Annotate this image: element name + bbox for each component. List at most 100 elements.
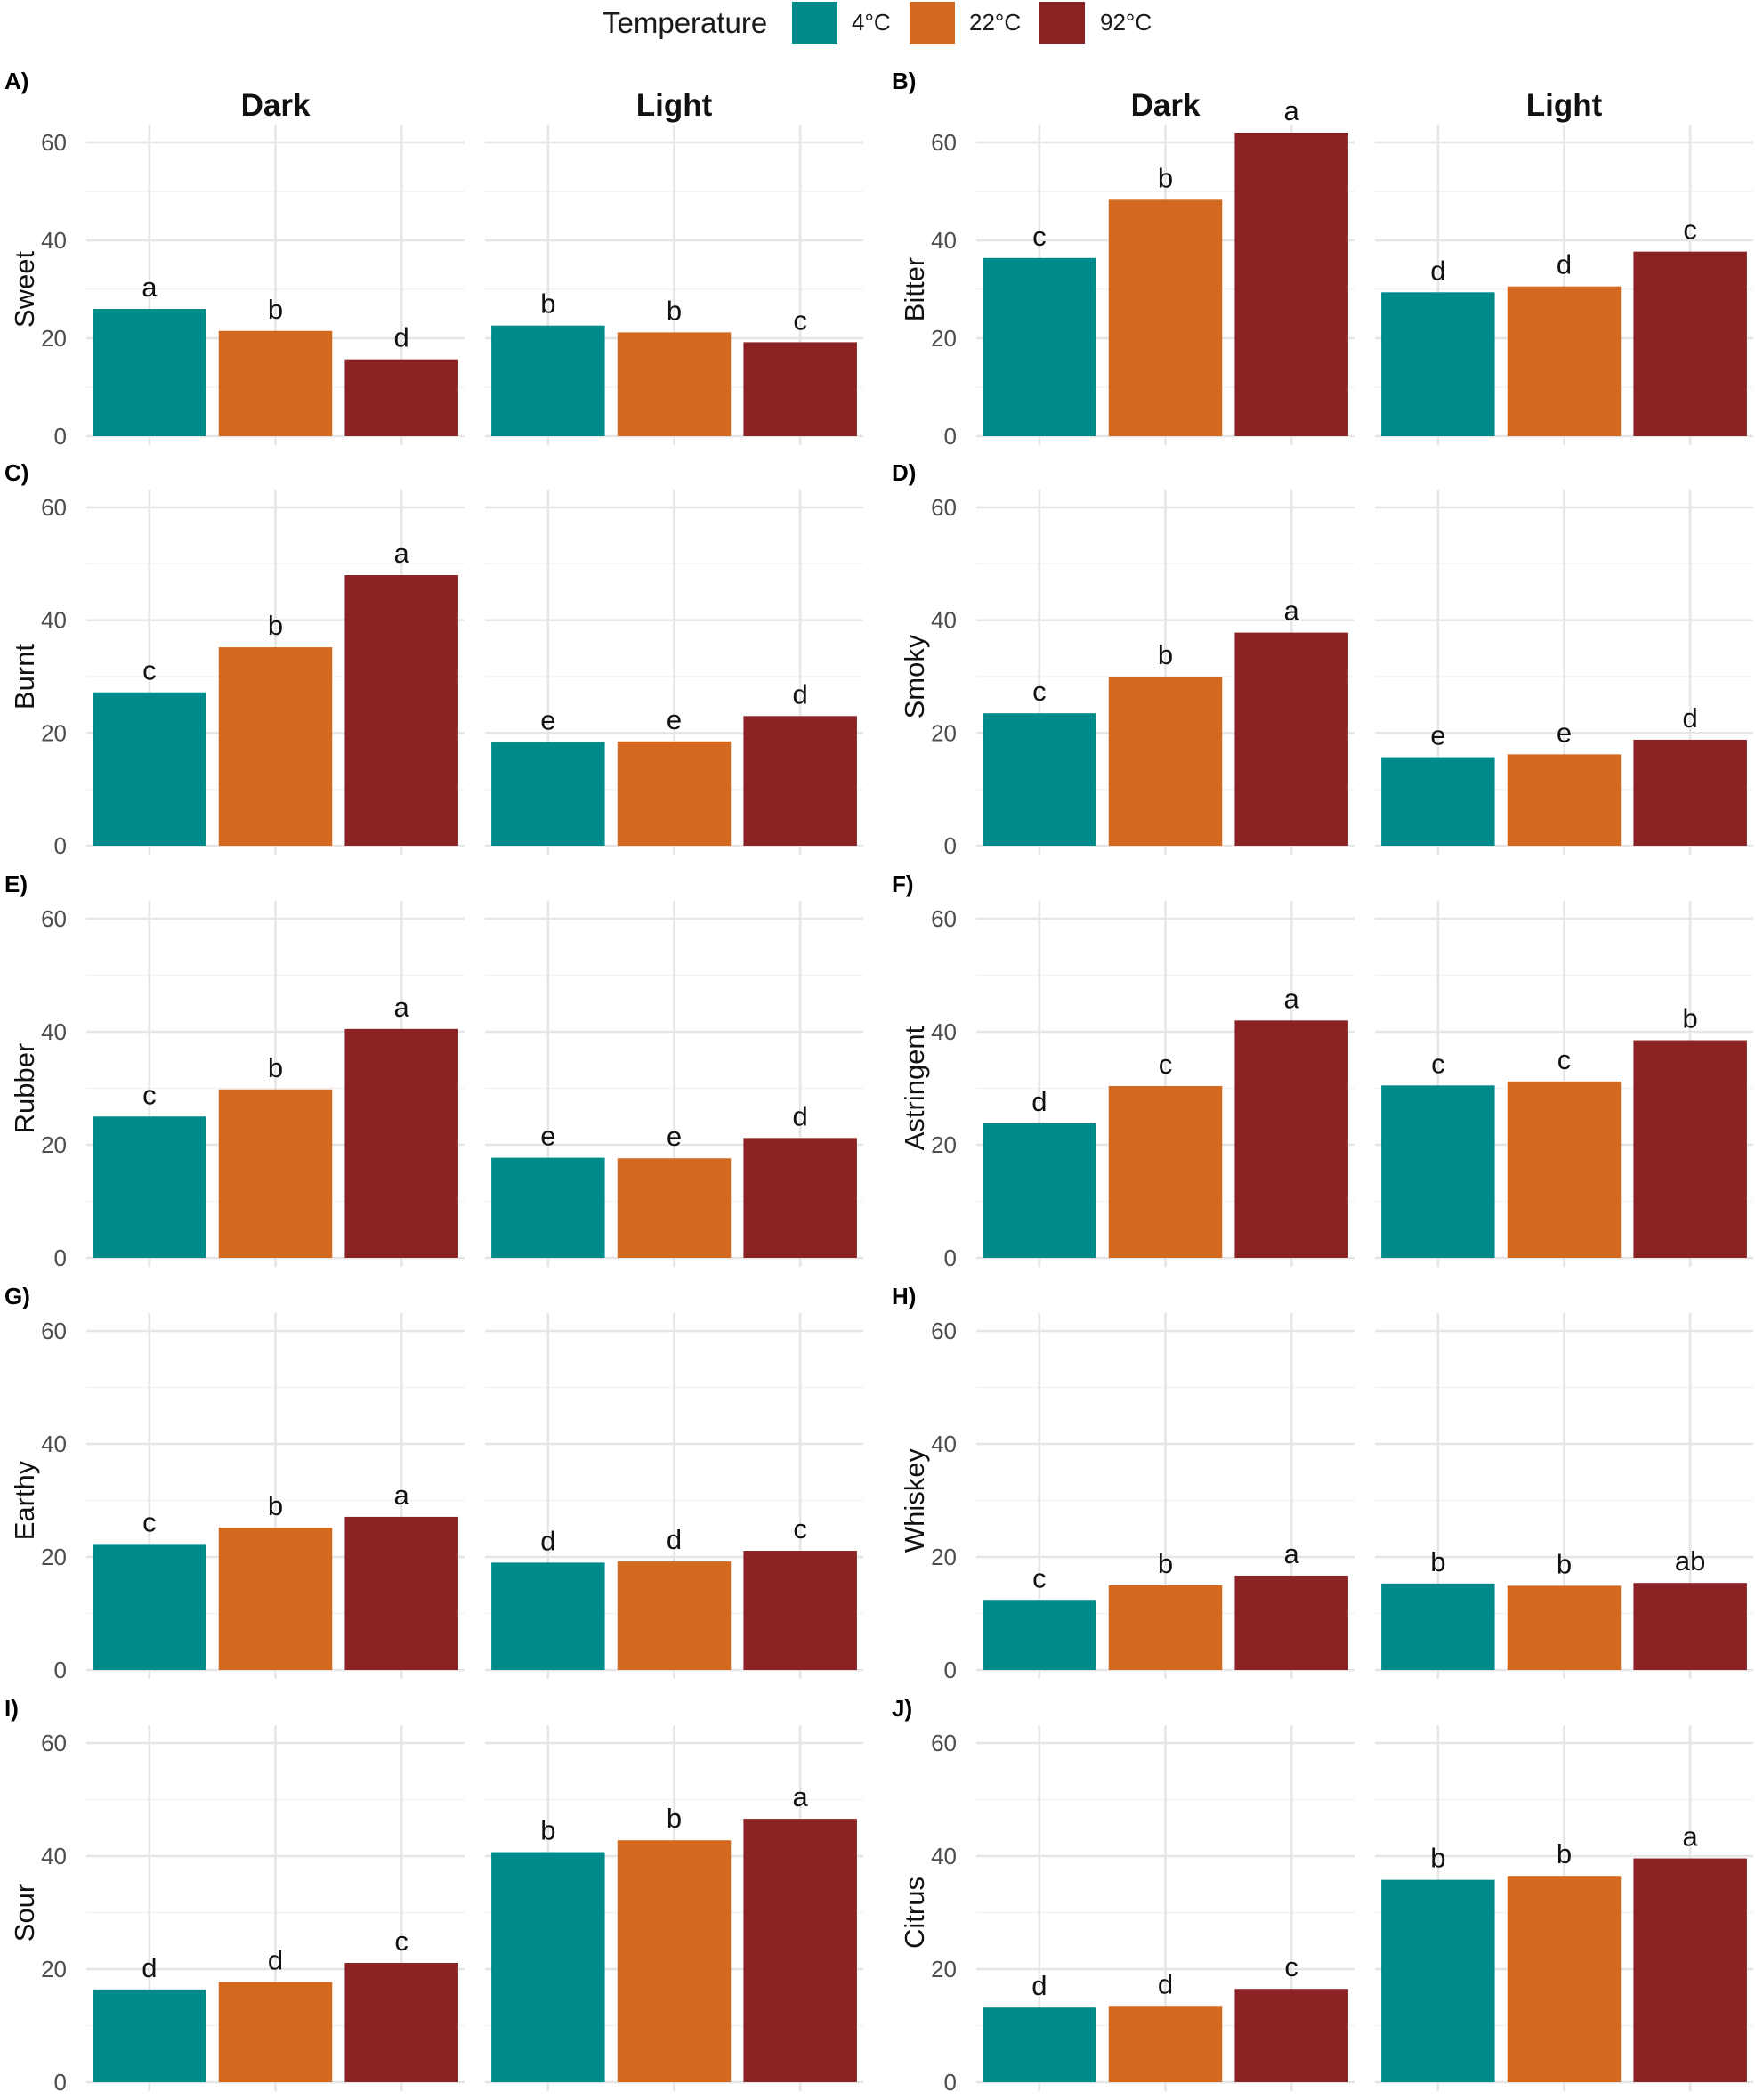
bar — [218, 330, 333, 436]
y-tick-label: 60 — [41, 494, 67, 521]
significance-letter: e — [667, 1121, 682, 1152]
y-tick-label: 20 — [41, 719, 67, 746]
bar — [1234, 632, 1348, 846]
significance-letter: a — [394, 1480, 410, 1511]
bar — [218, 647, 333, 846]
significance-letter: c — [1683, 215, 1697, 246]
panel-label: F) — [892, 871, 914, 897]
significance-letter: b — [268, 1052, 283, 1083]
significance-letter: d — [394, 322, 409, 353]
bar — [1108, 2006, 1223, 2082]
y-tick-label: 0 — [54, 1245, 67, 1271]
bar — [1234, 1575, 1348, 1670]
y-axis-label: Rubber — [9, 1043, 40, 1134]
significance-letter: d — [268, 1945, 283, 1976]
bar — [1633, 1040, 1747, 1258]
bar — [743, 1138, 857, 1258]
significance-letter: d — [1158, 1968, 1173, 1999]
panel-label: I) — [4, 1695, 19, 1722]
significance-letter: b — [540, 288, 555, 320]
significance-letter: a — [142, 272, 158, 303]
facet-light: Light b b c — [485, 88, 863, 445]
significance-letter: b — [667, 1803, 682, 1834]
y-tick-label: 0 — [54, 832, 67, 859]
panel-label: C) — [4, 459, 28, 486]
y-tick-label: 60 — [41, 1318, 67, 1344]
panel-label: A) — [4, 68, 28, 94]
bar — [743, 716, 857, 846]
panel-citrus: J) Citrus 0 20 40 60 d d c b b a — [892, 1695, 1753, 2096]
bar — [1633, 1858, 1747, 2082]
significance-letter: a — [793, 1781, 809, 1812]
legend-swatch-92c — [1039, 2, 1085, 44]
bar — [1381, 292, 1495, 436]
legend-swatch-22c — [910, 2, 955, 44]
panel-label: E) — [4, 871, 28, 897]
significance-letter: b — [667, 295, 682, 326]
significance-letter: b — [1158, 162, 1173, 193]
significance-letter: c — [1032, 676, 1047, 707]
significance-letter: ab — [1675, 1545, 1705, 1577]
y-tick-label: 40 — [931, 1431, 957, 1457]
y-axis-label: Sour — [9, 1884, 40, 1942]
facet-light: Light d d c — [1375, 88, 1753, 445]
bar — [743, 342, 857, 436]
bar — [491, 1852, 605, 2082]
y-tick-label: 60 — [931, 129, 957, 156]
significance-letter: c — [142, 1506, 157, 1537]
y-axis-label: Sweet — [9, 251, 40, 328]
significance-letter: c — [1284, 1951, 1298, 1982]
bar — [344, 1028, 458, 1258]
facet-strip-label: Light — [636, 88, 713, 123]
panel-smoky: D) Smoky 0 20 40 60 c b a e e d — [892, 459, 1753, 859]
y-tick-label: 20 — [931, 1956, 957, 1982]
significance-letter: c — [1159, 1049, 1173, 1080]
y-tick-label: 0 — [944, 1245, 957, 1271]
significance-letter: c — [1557, 1044, 1572, 1075]
bar — [93, 1116, 206, 1258]
significance-letter: a — [1284, 1538, 1300, 1569]
bar — [1234, 1020, 1348, 1258]
bar — [218, 1982, 333, 2082]
panel-label: H) — [892, 1283, 916, 1309]
y-axis-label: Whiskey — [899, 1447, 930, 1553]
bar — [344, 1516, 458, 1670]
y-tick-label: 20 — [41, 325, 67, 352]
y-tick-label: 20 — [931, 719, 957, 746]
legend-label-4c: 4°C — [852, 9, 891, 36]
significance-letter: a — [1284, 95, 1300, 126]
y-tick-label: 60 — [41, 1730, 67, 1756]
significance-letter: c — [793, 1513, 807, 1545]
facet-light: b ba — [1375, 1725, 1753, 2091]
panel-burnt: C) Burnt 0 20 40 60 c b a e e d — [4, 459, 863, 859]
panel-sour: I) Sour 0 20 40 60 d d c b b a — [4, 1695, 863, 2096]
y-axis-label: Burnt — [9, 644, 40, 709]
y-tick-label: 60 — [931, 1730, 957, 1756]
y-tick-label: 0 — [944, 1657, 957, 1683]
facet-dark: d dc — [86, 1725, 465, 2091]
facet-light: b ba — [485, 1725, 863, 2091]
facet-dark: d dc — [976, 1725, 1355, 2091]
bar — [93, 692, 206, 846]
y-tick-label: 40 — [931, 1018, 957, 1045]
significance-letter: d — [1683, 702, 1698, 734]
facet-light: b b ab — [1375, 1313, 1753, 1679]
y-axis-label: Astringent — [899, 1026, 930, 1150]
panel-astringent: F) Astringent 0 20 40 60 d c a c c b — [892, 871, 1753, 1271]
bar — [1633, 1583, 1747, 1670]
bar — [983, 713, 1096, 846]
y-tick-label: 60 — [931, 494, 957, 521]
y-tick-label: 20 — [931, 325, 957, 352]
y-tick-label: 20 — [931, 1544, 957, 1570]
significance-letter: d — [142, 1952, 157, 1983]
bar — [743, 1819, 857, 2082]
facet-dark: d c a — [976, 901, 1355, 1267]
y-tick-label: 0 — [54, 2069, 67, 2096]
facet-dark: cba — [86, 490, 465, 855]
y-tick-label: 40 — [41, 607, 67, 634]
bar — [491, 1157, 605, 1258]
